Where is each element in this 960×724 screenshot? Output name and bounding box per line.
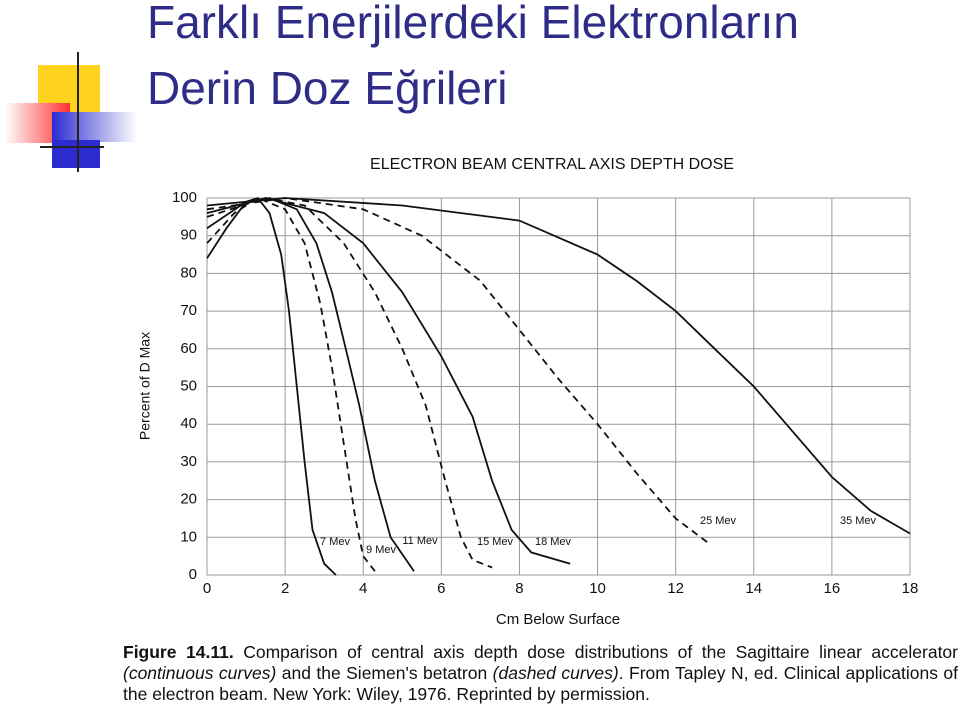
- curve: [206, 197, 493, 569]
- x-tick-label: 12: [667, 580, 684, 597]
- caption-text: (dashed curves): [492, 663, 619, 683]
- slide-title: Derin Doz Eğrileri: [147, 62, 508, 114]
- caption-text: Figure 14.11.: [123, 642, 234, 662]
- x-tick-label: 18: [902, 580, 919, 597]
- curve-label: 25 Mev: [700, 515, 737, 527]
- x-tick-label: 14: [745, 580, 762, 597]
- y-tick-label: 20: [180, 491, 197, 508]
- chart: ELECTRON BEAM CENTRAL AXIS DEPTH DOSE Cm…: [137, 156, 919, 628]
- curve: [206, 197, 712, 546]
- y-tick-label: 70: [180, 302, 197, 319]
- y-tick-label: 80: [180, 264, 197, 281]
- y-tick-label: 40: [180, 415, 197, 432]
- y-tick-label: 10: [180, 528, 197, 545]
- curve-label: 18 Mev: [535, 536, 572, 548]
- x-tick-label: 6: [437, 580, 445, 597]
- x-tick-label: 8: [515, 580, 523, 597]
- curve-label: 7 Mev: [320, 536, 350, 548]
- x-tick-label: 4: [359, 580, 367, 597]
- x-axis-label: Cm Below Surface: [496, 611, 620, 628]
- x-tick-label: 0: [203, 580, 211, 597]
- y-tick-label: 30: [180, 453, 197, 470]
- caption: Figure 14.11. Comparison of central axis…: [123, 642, 958, 705]
- curve: [206, 197, 911, 535]
- y-tick-label: 0: [189, 566, 197, 583]
- y-tick-label: 50: [180, 377, 197, 394]
- x-tick-label: 10: [589, 580, 606, 597]
- decoration: [5, 52, 137, 172]
- y-axis-label: Percent of D Max: [137, 332, 153, 440]
- x-tick-label: 16: [824, 580, 841, 597]
- curve-label: 15 Mev: [477, 536, 514, 548]
- caption-text: Comparison of central axis depth dose di…: [233, 642, 958, 662]
- curve: [206, 196, 376, 572]
- y-tick-label: 100: [172, 189, 197, 206]
- curve-label: 9 Mev: [366, 544, 396, 556]
- caption-text: . From Tapley N, ed. Clinical applicatio…: [123, 663, 958, 704]
- curve: [206, 197, 571, 565]
- curve-label: 11 Mev: [402, 535, 438, 547]
- chart-title: ELECTRON BEAM CENTRAL AXIS DEPTH DOSE: [370, 156, 734, 173]
- x-tick-label: 2: [281, 580, 289, 597]
- y-tick-label: 60: [180, 340, 197, 357]
- caption-text: (continuous curves): [123, 663, 277, 683]
- y-tick-label: 90: [180, 227, 197, 244]
- caption-text: and the Siemen's betatron: [276, 663, 493, 683]
- curve-label: 35 Mev: [840, 515, 877, 527]
- slide-title: Farklı Enerjilerdeki Elektronların: [147, 0, 799, 48]
